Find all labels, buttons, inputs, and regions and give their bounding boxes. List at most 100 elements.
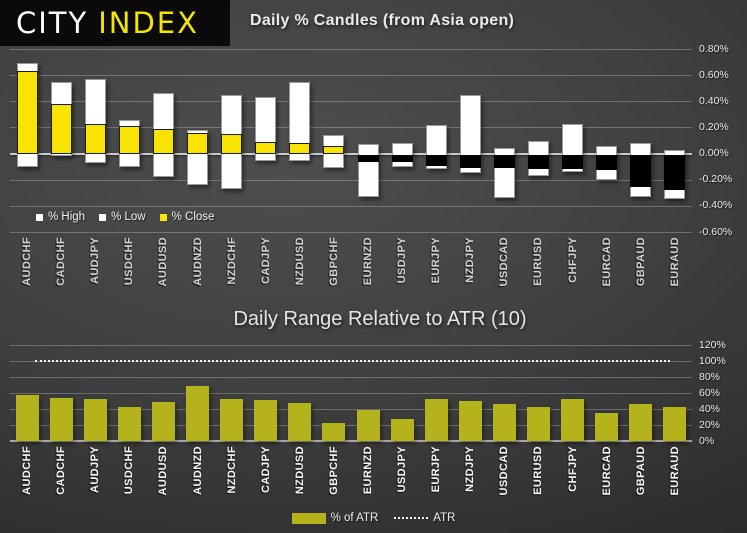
low-legend-label: % Low bbox=[111, 211, 146, 223]
atr-percentage-bar bbox=[629, 404, 653, 441]
bottom-x-label-cell: NZDUSD bbox=[283, 446, 317, 510]
currency-pair-label: GBPAUD bbox=[634, 446, 647, 496]
bottom-y-tick-label: 0% bbox=[699, 434, 715, 447]
currency-pair-label: NZDUSD bbox=[293, 446, 306, 495]
bottom-chart-plot-area bbox=[10, 345, 692, 442]
atr-percentage-bar bbox=[458, 401, 482, 441]
candle-close-bar bbox=[425, 154, 447, 167]
atr-percentage-bar bbox=[49, 397, 73, 441]
currency-pair-label: EURUSD bbox=[532, 237, 545, 286]
top-x-label-cell: EURNZD bbox=[351, 237, 385, 301]
atr-percentage-bar bbox=[288, 402, 312, 441]
atr-percentage-bar bbox=[83, 399, 107, 441]
atr-percentage-bar bbox=[356, 409, 380, 441]
candle-close-bar bbox=[357, 154, 379, 163]
bottom-gridline bbox=[10, 409, 692, 410]
currency-pair-label: NZDJPY bbox=[464, 446, 477, 492]
bottom-x-label-cell: USDJPY bbox=[385, 446, 419, 510]
atr-percentage-bar bbox=[595, 413, 619, 441]
candle-close-bar bbox=[493, 154, 515, 168]
bottom-y-tick-label: 80% bbox=[699, 370, 721, 383]
bottom-x-label-cell: EURJPY bbox=[419, 446, 453, 510]
currency-pair-label: AUDJPY bbox=[89, 446, 102, 494]
bottom-x-label-cell: EURCAD bbox=[590, 446, 624, 510]
top-x-label-cell: AUDNZD bbox=[180, 237, 214, 301]
currency-pair-label: EURCAD bbox=[600, 446, 613, 496]
currency-pair-label: CHFJPY bbox=[566, 237, 579, 283]
top-x-label-cell: CHFJPY bbox=[556, 237, 590, 301]
top-gridline bbox=[10, 205, 692, 207]
currency-pair-label: AUDUSD bbox=[157, 237, 170, 287]
bottom-x-label-cell: EURUSD bbox=[521, 446, 555, 510]
bottom-chart-legend: % of ATR ATR bbox=[0, 512, 747, 524]
top-y-tick-label: -0.40% bbox=[699, 199, 733, 212]
currency-pair-label: NZDUSD bbox=[293, 237, 306, 286]
candle-close-bar bbox=[596, 154, 618, 171]
bottom-gridline bbox=[10, 393, 692, 394]
top-x-label-cell: EURJPY bbox=[419, 237, 453, 301]
top-x-label-cell: EURUSD bbox=[521, 237, 555, 301]
currency-pair-label: EURJPY bbox=[430, 237, 443, 284]
bottom-x-label-cell: EURNZD bbox=[351, 446, 385, 510]
top-x-label-cell: EURAUD bbox=[658, 237, 692, 301]
bottom-x-label-cell: USDCAD bbox=[487, 446, 521, 510]
atr-percentage-bar bbox=[424, 399, 448, 441]
atr-legend-label: ATR bbox=[433, 512, 456, 524]
logo-text-index: INDEX bbox=[98, 6, 200, 40]
bottom-gridline bbox=[10, 377, 692, 378]
city-index-logo: CITY INDEX bbox=[0, 0, 230, 46]
close-legend-label: % Close bbox=[171, 211, 215, 223]
currency-pair-label: EURCAD bbox=[600, 237, 613, 287]
bottom-gridline bbox=[10, 425, 692, 426]
legend-item-pct-of-atr: % of ATR bbox=[291, 512, 378, 524]
top-x-label-cell: USDCHF bbox=[112, 237, 146, 301]
top-x-label-cell: GBPAUD bbox=[624, 237, 658, 301]
currency-pair-label: AUDCHF bbox=[21, 446, 34, 495]
candle-close-bar bbox=[289, 143, 311, 154]
currency-pair-label: EURNZD bbox=[361, 237, 374, 286]
candle-range-bar bbox=[289, 81, 311, 162]
candle-close-bar bbox=[118, 126, 140, 154]
top-x-label-cell: EURCAD bbox=[590, 237, 624, 301]
top-gridline bbox=[10, 101, 692, 103]
atr-reference-line bbox=[35, 360, 670, 362]
bottom-gridline bbox=[10, 345, 692, 346]
currency-pair-label: NZDCHF bbox=[225, 446, 238, 494]
bottom-x-label-cell: NZDJPY bbox=[453, 446, 487, 510]
atr-percentage-bar bbox=[322, 422, 346, 441]
atr-percentage-bar bbox=[117, 406, 141, 441]
currency-pair-label: CADJPY bbox=[259, 446, 272, 494]
top-y-tick-label: 0.40% bbox=[699, 94, 729, 107]
candle-close-bar bbox=[50, 103, 72, 154]
currency-pair-label: USDCHF bbox=[123, 237, 136, 286]
atr-percentage-bar bbox=[492, 404, 516, 441]
top-x-label-cell: CADJPY bbox=[249, 237, 283, 301]
top-gridline bbox=[10, 75, 692, 77]
top-y-tick-label: -0.20% bbox=[699, 173, 733, 186]
currency-pair-label: AUDCHF bbox=[21, 237, 34, 286]
currency-pair-label: GBPAUD bbox=[634, 237, 647, 287]
bottom-x-label-cell: CADCHF bbox=[44, 446, 78, 510]
top-x-label-cell: AUDCHF bbox=[10, 237, 44, 301]
bottom-y-tick-label: 120% bbox=[699, 338, 726, 351]
bottom-y-tick-label: 100% bbox=[699, 354, 726, 367]
atr-percentage-bar bbox=[15, 394, 39, 441]
bottom-y-tick-label: 40% bbox=[699, 402, 721, 415]
top-zero-line bbox=[10, 152, 692, 155]
currency-pair-label: CHFJPY bbox=[566, 446, 579, 492]
atr-percentage-bar bbox=[663, 406, 687, 441]
top-x-label-cell: GBPCHF bbox=[317, 237, 351, 301]
top-y-tick-label: 0.00% bbox=[699, 147, 729, 160]
currency-pair-label: NZDJPY bbox=[464, 237, 477, 283]
currency-pair-label: AUDJPY bbox=[89, 237, 102, 285]
top-y-tick-label: 0.60% bbox=[699, 68, 729, 81]
top-gridline bbox=[10, 49, 692, 50]
currency-pair-label: GBPCHF bbox=[327, 237, 340, 286]
candle-close-bar bbox=[84, 123, 106, 154]
top-x-label-cell: AUDJPY bbox=[78, 237, 112, 301]
top-y-tick-label: 0.20% bbox=[699, 120, 729, 133]
top-x-label-cell: NZDCHF bbox=[215, 237, 249, 301]
currency-pair-label: NZDCHF bbox=[225, 237, 238, 285]
currency-pair-label: GBPCHF bbox=[327, 446, 340, 495]
